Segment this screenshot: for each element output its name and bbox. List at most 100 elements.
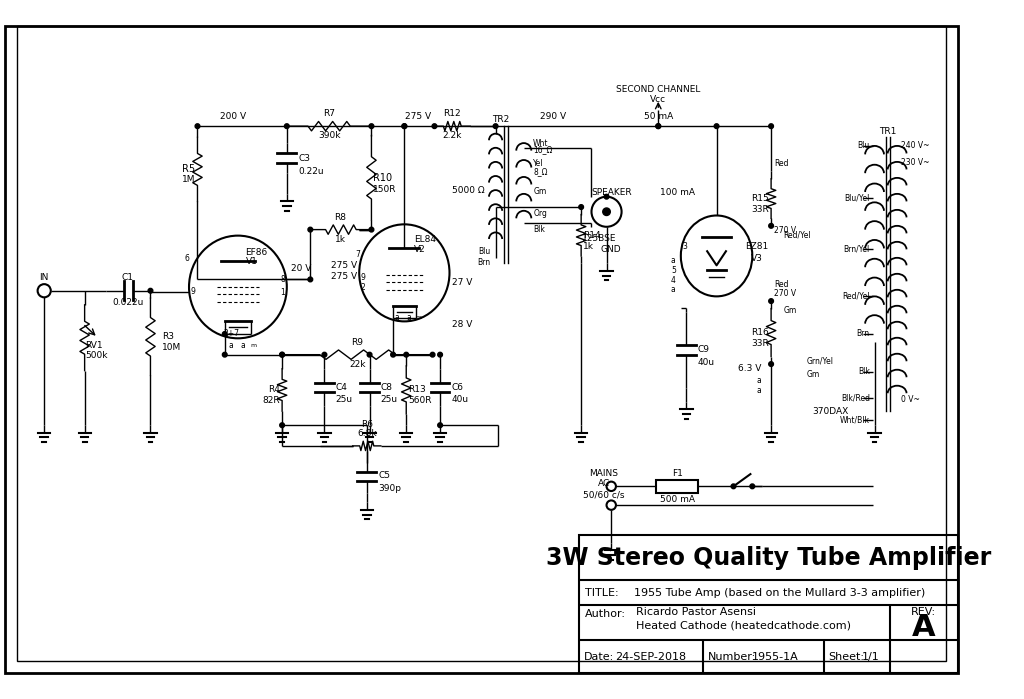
Text: 275 V: 275 V — [331, 272, 357, 281]
Text: 2: 2 — [360, 283, 366, 292]
Text: R9: R9 — [351, 338, 364, 347]
Text: Red/Yel: Red/Yel — [842, 292, 869, 301]
Text: 560R: 560R — [409, 396, 432, 405]
Circle shape — [285, 124, 289, 129]
Text: Brn: Brn — [478, 258, 490, 267]
Text: TR2: TR2 — [492, 115, 509, 124]
Text: Number:: Number: — [709, 651, 757, 661]
Text: 230 V~: 230 V~ — [901, 159, 930, 167]
Circle shape — [369, 124, 374, 129]
Text: Gm: Gm — [783, 306, 797, 315]
Circle shape — [604, 194, 609, 199]
Circle shape — [731, 484, 736, 489]
Text: 33R: 33R — [752, 339, 769, 348]
Text: R6: R6 — [360, 420, 373, 428]
Text: Blk/Red: Blk/Red — [841, 394, 869, 403]
Circle shape — [750, 484, 755, 489]
Text: R12: R12 — [443, 110, 461, 118]
Text: R10: R10 — [374, 173, 392, 183]
Text: R7: R7 — [324, 110, 335, 118]
Circle shape — [280, 352, 285, 357]
Text: 370DAX: 370DAX — [812, 407, 849, 416]
Text: 1k: 1k — [335, 234, 346, 243]
Text: 24-SEP-2018: 24-SEP-2018 — [615, 651, 686, 661]
Text: a: a — [241, 341, 245, 350]
Circle shape — [308, 227, 312, 232]
Text: 40u: 40u — [697, 358, 715, 367]
Text: 9: 9 — [360, 273, 366, 282]
Text: V2: V2 — [414, 245, 426, 254]
Text: RV1: RV1 — [86, 341, 103, 350]
Text: A: A — [912, 613, 936, 642]
Text: 40u: 40u — [452, 396, 469, 404]
Text: 0 V~: 0 V~ — [901, 396, 920, 404]
Text: a: a — [671, 285, 676, 294]
Text: Red: Red — [774, 280, 788, 289]
Text: a: a — [757, 386, 762, 395]
Text: IN: IN — [40, 273, 49, 282]
Text: 4: 4 — [671, 276, 676, 285]
Text: 5000 Ω: 5000 Ω — [452, 186, 484, 194]
Text: 1955 Tube Amp (based on the Mullard 3-3 amplifier): 1955 Tube Amp (based on the Mullard 3-3 … — [634, 588, 925, 598]
Text: 2.2k: 2.2k — [442, 131, 462, 140]
Circle shape — [769, 298, 773, 303]
Text: Sheet:: Sheet: — [828, 651, 864, 661]
Text: EL84: EL84 — [414, 236, 436, 245]
Text: 8_Ω: 8_Ω — [534, 167, 548, 176]
Text: a: a — [757, 375, 762, 384]
Circle shape — [656, 124, 660, 129]
Circle shape — [222, 352, 227, 357]
Text: 1: 1 — [281, 288, 286, 297]
Text: GND: GND — [601, 245, 622, 254]
Text: C3: C3 — [298, 154, 310, 163]
Text: Gm: Gm — [534, 187, 547, 196]
Circle shape — [148, 289, 153, 293]
Text: C9: C9 — [697, 345, 710, 354]
Text: 3: 3 — [682, 242, 687, 251]
Text: 1M: 1M — [182, 175, 196, 185]
Text: 270 V: 270 V — [774, 226, 796, 235]
Text: C4: C4 — [336, 383, 347, 392]
Text: Red/Yel: Red/Yel — [783, 231, 811, 240]
Text: 6.3 V: 6.3 V — [738, 364, 762, 373]
Text: 8: 8 — [281, 275, 286, 284]
Text: 82R: 82R — [262, 396, 281, 405]
Text: R15: R15 — [752, 194, 769, 203]
Text: 5: 5 — [671, 266, 676, 275]
Text: R16: R16 — [752, 328, 769, 337]
Circle shape — [369, 227, 374, 232]
Text: 25u: 25u — [381, 396, 398, 404]
Circle shape — [579, 205, 584, 210]
Text: Author:: Author: — [585, 610, 626, 619]
Text: SPEAKER: SPEAKER — [591, 189, 632, 197]
Text: 1955-1A: 1955-1A — [753, 651, 799, 661]
Text: Red: Red — [774, 159, 788, 168]
Text: 50/60 c/s: 50/60 c/s — [583, 490, 625, 499]
Circle shape — [432, 124, 437, 129]
Text: Blu/Yel: Blu/Yel — [845, 193, 869, 202]
Text: C6: C6 — [452, 383, 464, 392]
Circle shape — [323, 352, 327, 357]
Text: Wht/Blk: Wht/Blk — [840, 416, 869, 425]
Text: Ricardo Pastor Asensi: Ricardo Pastor Asensi — [636, 607, 756, 617]
Text: 0.22u: 0.22u — [298, 167, 324, 176]
Text: R13: R13 — [409, 385, 426, 394]
Circle shape — [402, 124, 407, 129]
Text: C8: C8 — [381, 383, 393, 392]
Text: C1: C1 — [122, 273, 134, 282]
Text: R5: R5 — [182, 164, 196, 175]
Text: AC: AC — [598, 479, 610, 488]
Circle shape — [391, 352, 395, 357]
Text: R4: R4 — [268, 385, 281, 394]
Text: 20 V: 20 V — [291, 264, 311, 273]
Text: 7: 7 — [355, 250, 359, 259]
Circle shape — [280, 352, 285, 357]
Text: F1: F1 — [672, 468, 683, 477]
Text: Blu: Blu — [857, 141, 869, 150]
Circle shape — [603, 208, 610, 215]
Text: V3: V3 — [751, 254, 763, 264]
Text: 1/1: 1/1 — [861, 651, 880, 661]
Text: 22k: 22k — [349, 359, 366, 368]
Text: 100 mA: 100 mA — [659, 189, 694, 197]
Text: 1k: 1k — [583, 242, 594, 251]
